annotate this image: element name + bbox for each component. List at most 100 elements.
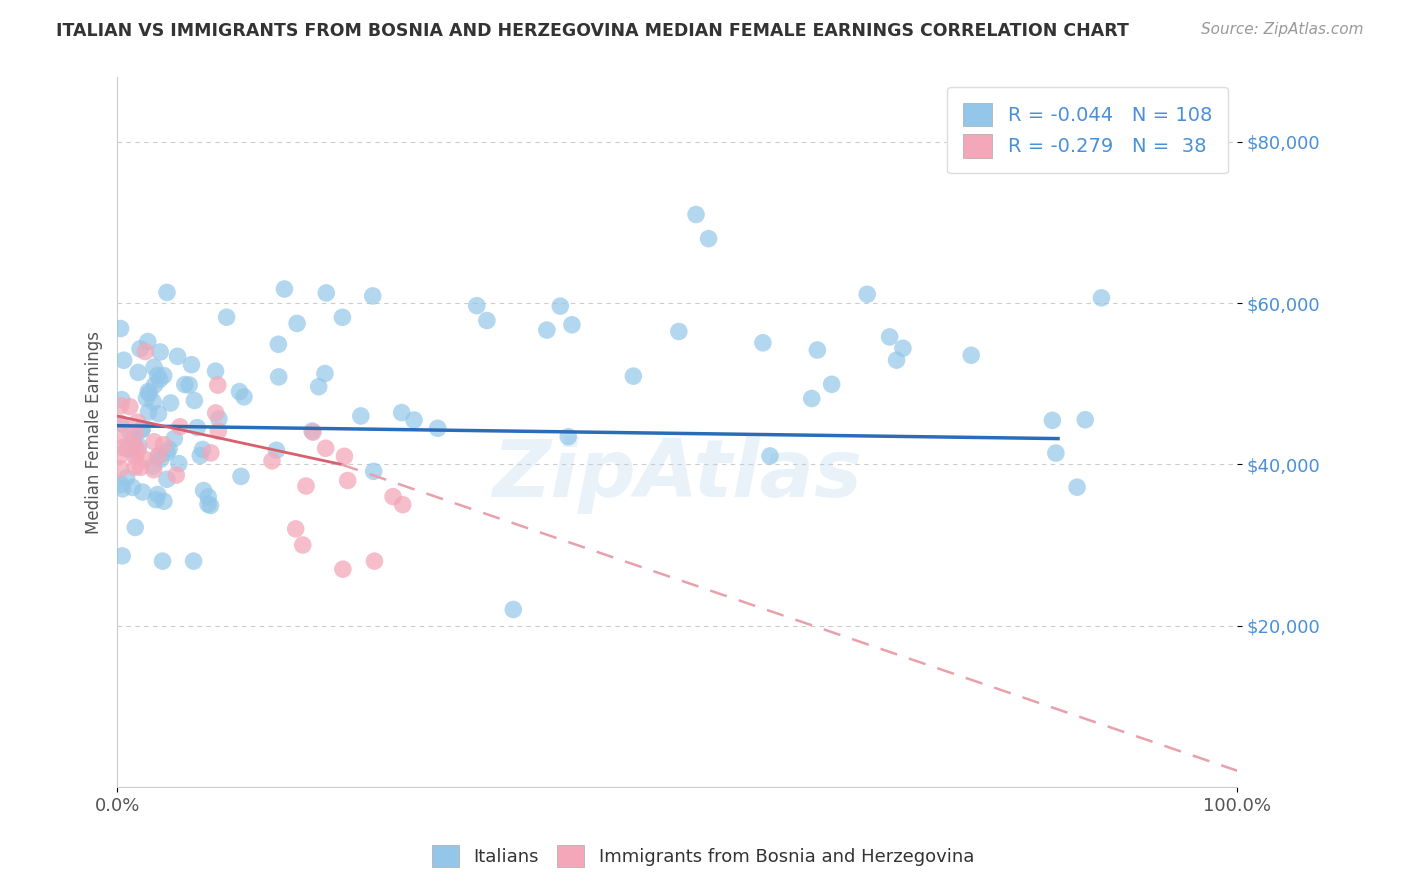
Point: [124, 444, 146, 458]
Point: [111, 482, 134, 496]
Point: [197, 497, 219, 511]
Point: [146, 487, 169, 501]
Text: ZipAtlas: ZipAtlas: [492, 435, 862, 514]
Point: [111, 441, 134, 455]
Point: [207, 378, 229, 392]
Point: [148, 373, 170, 387]
Point: [285, 317, 308, 331]
Legend: Italians, Immigrants from Bosnia and Herzegovina: Italians, Immigrants from Bosnia and Her…: [425, 838, 981, 874]
Point: [426, 421, 449, 435]
Point: [124, 450, 146, 464]
Point: [146, 368, 169, 383]
Point: [152, 368, 174, 383]
Point: [127, 366, 149, 380]
Point: [193, 483, 215, 498]
Point: [134, 344, 156, 359]
Point: [821, 377, 844, 392]
Point: [284, 522, 307, 536]
Point: [301, 424, 323, 438]
Point: [886, 353, 908, 368]
Point: [142, 459, 165, 474]
Point: [131, 485, 153, 500]
Point: [800, 392, 823, 406]
Point: [685, 207, 707, 221]
Point: [391, 498, 413, 512]
Point: [115, 471, 138, 485]
Point: [127, 415, 149, 429]
Point: [267, 370, 290, 384]
Point: [204, 364, 226, 378]
Point: [156, 472, 179, 486]
Point: [260, 454, 283, 468]
Point: [183, 554, 205, 568]
Point: [120, 425, 142, 440]
Point: [191, 442, 214, 457]
Point: [165, 468, 187, 483]
Point: [111, 392, 134, 407]
Point: [228, 384, 250, 399]
Point: [1074, 413, 1097, 427]
Point: [204, 406, 226, 420]
Point: [180, 358, 202, 372]
Point: [128, 439, 150, 453]
Point: [145, 492, 167, 507]
Point: [295, 479, 318, 493]
Point: [475, 313, 498, 327]
Point: [166, 349, 188, 363]
Point: [314, 367, 336, 381]
Point: [129, 460, 152, 475]
Point: [382, 490, 405, 504]
Point: [1090, 291, 1112, 305]
Point: [136, 334, 159, 349]
Point: [153, 494, 176, 508]
Point: [336, 474, 359, 488]
Point: [156, 445, 179, 459]
Point: [159, 396, 181, 410]
Point: [332, 310, 354, 325]
Point: [115, 442, 138, 456]
Point: [856, 287, 879, 301]
Point: [152, 438, 174, 452]
Point: [759, 449, 782, 463]
Text: ITALIAN VS IMMIGRANTS FROM BOSNIA AND HERZEGOVINA MEDIAN FEMALE EARNINGS CORRELA: ITALIAN VS IMMIGRANTS FROM BOSNIA AND HE…: [56, 22, 1129, 40]
Point: [697, 232, 720, 246]
Point: [138, 386, 160, 401]
Point: [363, 464, 385, 478]
Point: [233, 390, 256, 404]
Y-axis label: Median Female Earnings: Median Female Earnings: [86, 331, 103, 533]
Point: [122, 433, 145, 447]
Point: [112, 353, 135, 368]
Point: [465, 299, 488, 313]
Point: [561, 318, 583, 332]
Point: [149, 345, 172, 359]
Point: [200, 499, 222, 513]
Legend: R = -0.044   N = 108, R = -0.279   N =  38: R = -0.044 N = 108, R = -0.279 N = 38: [948, 87, 1227, 174]
Point: [215, 310, 238, 325]
Point: [146, 449, 169, 463]
Point: [148, 449, 170, 463]
Point: [208, 412, 231, 426]
Point: [752, 335, 775, 350]
Point: [110, 462, 132, 476]
Point: [621, 369, 644, 384]
Point: [110, 417, 132, 431]
Text: Source: ZipAtlas.com: Source: ZipAtlas.com: [1201, 22, 1364, 37]
Point: [891, 341, 914, 355]
Point: [332, 562, 354, 576]
Point: [361, 289, 384, 303]
Point: [266, 443, 288, 458]
Point: [806, 343, 828, 357]
Point: [148, 407, 170, 421]
Point: [143, 360, 166, 375]
Point: [131, 423, 153, 437]
Point: [879, 330, 901, 344]
Point: [200, 446, 222, 460]
Point: [124, 520, 146, 534]
Point: [536, 323, 558, 337]
Point: [110, 417, 132, 431]
Point: [267, 337, 290, 351]
Point: [152, 554, 174, 568]
Point: [169, 419, 191, 434]
Point: [315, 442, 337, 456]
Point: [142, 395, 165, 409]
